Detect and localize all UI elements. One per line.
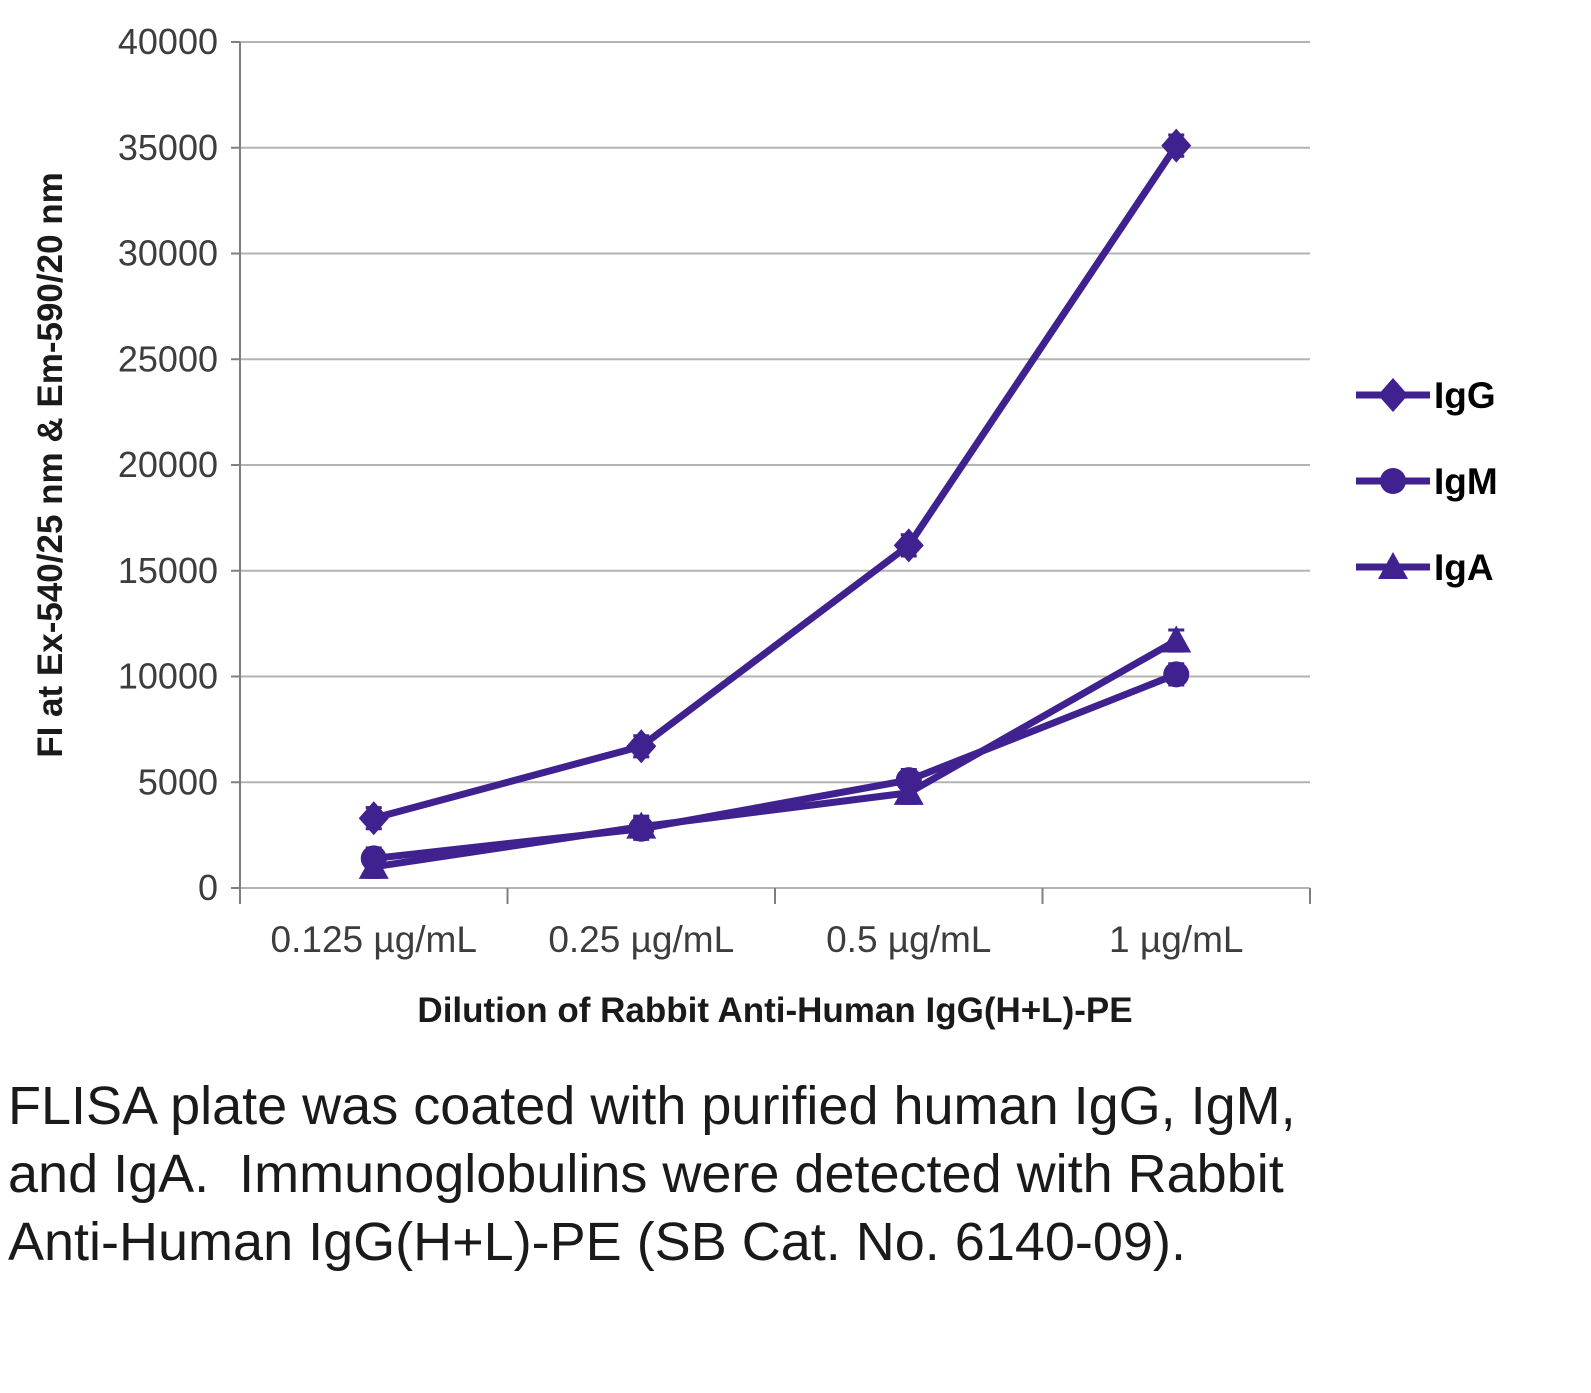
y-tick-label: 40000: [118, 21, 218, 62]
figure-caption: FLISA plate was coated with purified hum…: [8, 1076, 1311, 1273]
diamond-icon: [1378, 378, 1408, 412]
x-tick-label: 0.5 µg/mL: [826, 919, 991, 960]
triangle-marker: [626, 811, 657, 839]
igg-series-line: [370, 142, 1180, 822]
legend-label: IgG: [1434, 375, 1496, 416]
diamond-marker: [893, 528, 924, 563]
y-tick-label: 15000: [118, 550, 218, 591]
triangle-marker: [358, 851, 389, 879]
legend-label: IgM: [1434, 461, 1498, 502]
diamond-marker: [1161, 128, 1192, 163]
circle-marker: [1163, 661, 1190, 688]
x-tick-label: 0.125 µg/mL: [271, 919, 477, 960]
y-tick-label: 25000: [118, 338, 218, 379]
y-tick-label: 0: [198, 867, 218, 908]
x-tick-label: 1 µg/mL: [1109, 919, 1243, 960]
triangle-marker: [893, 777, 924, 805]
x-axis-title: Dilution of Rabbit Anti-Human IgG(H+L)-P…: [417, 991, 1132, 1030]
diamond-marker: [358, 801, 389, 836]
triangle-icon: [1378, 552, 1408, 579]
x-tick-label: 0.25 µg/mL: [548, 919, 734, 960]
y-tick-label: 5000: [138, 761, 218, 802]
flisa-binding-chart: 0 5000 10000 15000 20000 25000 30000 35000 40000…: [31, 21, 1498, 1030]
y-tick-label: 10000: [118, 656, 218, 697]
y-tick-label: 20000: [118, 444, 218, 485]
y-tick-label: 35000: [118, 127, 218, 168]
line-chart-canvas: 0 5000 10000 15000 20000 25000 30000 35000 40000…: [31, 21, 1498, 1030]
y-tick-label: 30000: [118, 233, 218, 274]
triangle-marker: [1161, 625, 1192, 653]
igm-series-line: [370, 670, 1180, 862]
y-axis-title: FI at Ex-540/25 nm & Em-590/20 nm: [31, 172, 70, 758]
circle-icon: [1380, 468, 1406, 494]
legend-label: IgA: [1434, 547, 1494, 588]
iga-series-line: [370, 637, 1180, 871]
diamond-marker: [626, 729, 657, 764]
